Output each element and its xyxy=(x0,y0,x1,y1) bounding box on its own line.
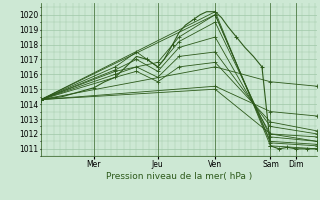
X-axis label: Pression niveau de la mer( hPa ): Pression niveau de la mer( hPa ) xyxy=(106,172,252,181)
